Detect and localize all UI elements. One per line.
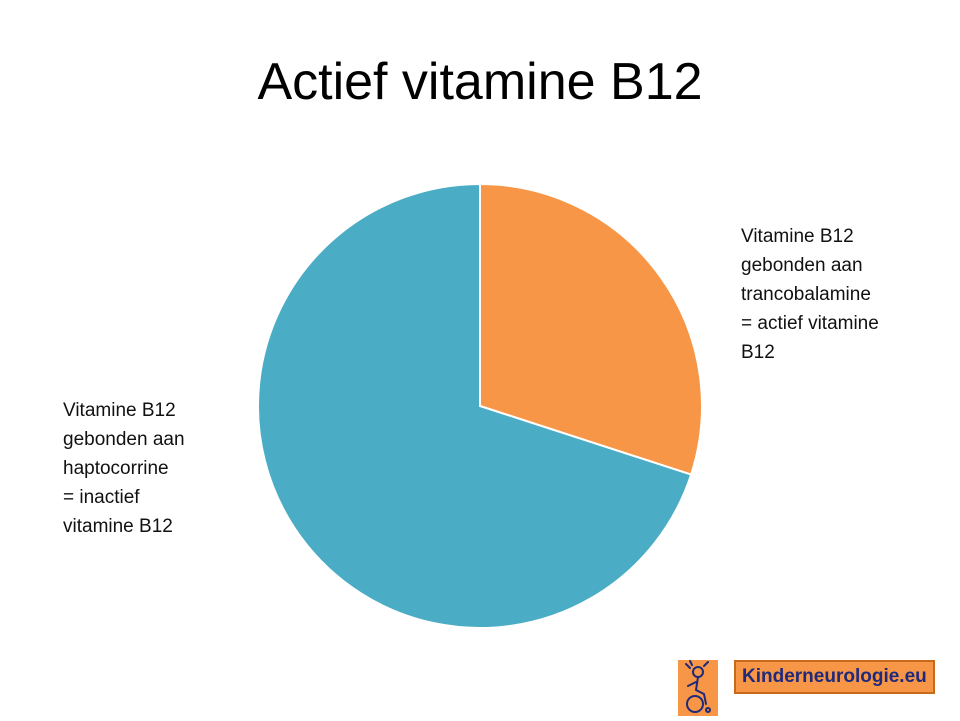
- slice-label-line: = inactief: [63, 487, 140, 508]
- slice-label-line: Vitamine B12: [63, 400, 176, 421]
- slice-label-line: gebonden aan: [741, 255, 863, 276]
- slice-label-line: gebonden aan: [63, 429, 185, 450]
- child-wheelchair-icon: [678, 660, 718, 716]
- pie-slice-1: [257, 182, 693, 629]
- site-logo-text: Kinderneurologie.eu: [734, 660, 935, 694]
- slice-label-line: B12: [741, 342, 775, 363]
- slice-label-active: Vitamine B12 gebonden aan trancobalamine…: [741, 222, 941, 367]
- slice-label-line: Vitamine B12: [741, 226, 854, 247]
- slice-label-line: = actief vitamine: [741, 313, 879, 334]
- page-title: Actief vitamine B12: [257, 53, 703, 111]
- slice-label-inactive: Vitamine B12 gebonden aan haptocorrine =…: [63, 396, 253, 541]
- slice-label-line: trancobalamine: [741, 284, 871, 305]
- pie-slice-0: [479, 182, 703, 476]
- slice-label-line: vitamine B12: [63, 516, 173, 537]
- slice-label-line: haptocorrine: [63, 458, 169, 479]
